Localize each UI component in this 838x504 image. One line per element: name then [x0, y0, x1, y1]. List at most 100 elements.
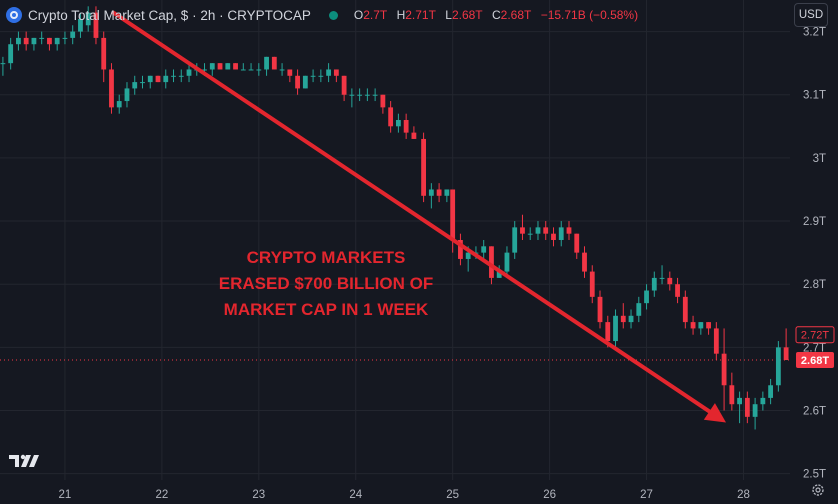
candle-body [8, 44, 14, 64]
candle-body [240, 69, 246, 71]
candle [481, 240, 487, 259]
candle-body [140, 82, 145, 84]
candle-body [582, 252, 587, 272]
candle [558, 221, 564, 247]
candle [582, 246, 587, 278]
candle [421, 132, 426, 203]
annotation-line: MARKET CAP IN 1 WEEK [224, 300, 429, 319]
candle-body [458, 240, 463, 259]
candle-body [589, 271, 595, 297]
candle [116, 94, 122, 114]
candle-body [613, 315, 618, 342]
x-tick-label: 24 [349, 489, 362, 501]
candle-body [444, 189, 450, 196]
candle [163, 69, 169, 89]
candle-body [675, 284, 680, 297]
candle-body [651, 277, 657, 291]
candle [744, 391, 750, 424]
candle-body [605, 322, 611, 342]
candle-body [155, 75, 161, 83]
candle-body [504, 252, 510, 272]
candle [302, 75, 308, 89]
candle [597, 290, 603, 329]
candle [54, 37, 60, 51]
candle [690, 315, 696, 335]
candle [721, 328, 727, 411]
candle-body [39, 37, 45, 39]
candle [682, 290, 688, 329]
crypto-logo-icon [6, 7, 22, 23]
currency-button[interactable]: USD [794, 3, 828, 27]
candle-body [233, 63, 238, 70]
candle [675, 277, 680, 304]
candle [85, 6, 91, 32]
y-tick-label: 3.1T [803, 90, 826, 102]
candle [760, 391, 766, 411]
candle-body [310, 75, 316, 77]
candle-body [225, 63, 231, 70]
candle [264, 56, 269, 76]
candle-body [713, 328, 719, 354]
candle-body [682, 296, 688, 323]
candle-body [85, 12, 91, 26]
grid-lines [0, 0, 790, 480]
market-status-icon[interactable] [328, 10, 338, 20]
chart-title[interactable]: Crypto Total Market Cap, $ · 2h · CRYPTO… [28, 7, 311, 23]
candle-body [737, 397, 742, 405]
candle [775, 341, 781, 392]
candle [240, 63, 246, 71]
candle [411, 126, 417, 139]
candle-body [318, 75, 324, 77]
candle-body [752, 404, 758, 417]
x-tick-label: 21 [59, 489, 72, 501]
candle [667, 271, 673, 291]
x-tick-label: 23 [252, 489, 265, 501]
candle [271, 56, 277, 70]
candle-body [465, 252, 471, 259]
candle-body [364, 94, 370, 96]
settings-gear-icon[interactable] [810, 482, 826, 498]
candle [403, 113, 409, 139]
ohlc-values: O2.7T H2.71T L2.68T C2.68T −15.71B (−0.5… [354, 8, 644, 22]
candle-body [171, 75, 176, 77]
candle-body [421, 138, 426, 196]
candle-body [481, 246, 487, 253]
candle [659, 265, 665, 285]
candle-body [395, 120, 401, 127]
candle [713, 322, 719, 360]
trend-arrow-head [703, 403, 726, 423]
high-value: 2.71T [405, 8, 436, 22]
candle [543, 221, 549, 240]
last-price-label: 2.68T [801, 355, 829, 367]
candle [444, 189, 450, 203]
candle [729, 372, 735, 411]
candle [62, 31, 68, 45]
candle [101, 31, 107, 83]
candle-body [186, 69, 192, 76]
candle [737, 391, 742, 424]
candle [651, 271, 657, 297]
candle [132, 75, 138, 95]
candle [256, 63, 262, 76]
candle-body [295, 75, 300, 89]
candle [39, 31, 45, 45]
candle [217, 63, 223, 70]
tradingview-logo-icon[interactable] [8, 450, 40, 470]
candle-body [256, 69, 262, 71]
candle [380, 94, 386, 114]
x-tick-label: 28 [737, 489, 750, 501]
candle-body [333, 69, 339, 76]
y-tick-label: 2.7T [803, 342, 826, 354]
candle-body [706, 322, 711, 329]
candle-body [178, 75, 184, 77]
high-key: H [396, 8, 406, 22]
candle [155, 75, 161, 83]
candle [752, 397, 758, 430]
x-tick-label: 25 [446, 489, 459, 501]
candle-body [690, 322, 696, 329]
candle [458, 233, 463, 266]
candle-body [147, 75, 153, 83]
x-tick-label: 22 [155, 489, 168, 501]
candle [620, 303, 626, 329]
